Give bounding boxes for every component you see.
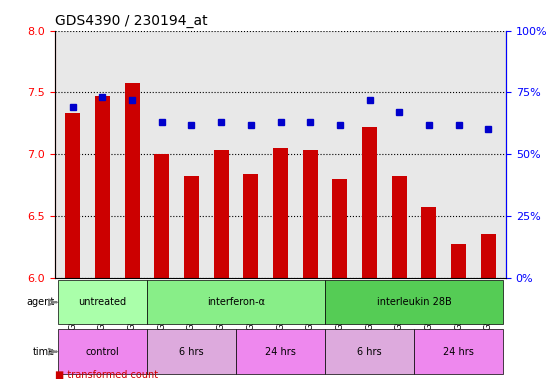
Bar (362, 127, 377, 278)
FancyBboxPatch shape (58, 280, 147, 324)
Bar (392, 176, 406, 278)
FancyBboxPatch shape (147, 280, 325, 324)
Text: 24 hrs: 24 hrs (265, 347, 296, 357)
Text: 24 hrs: 24 hrs (443, 347, 474, 357)
Bar (65, 113, 80, 278)
Text: 6 hrs: 6 hrs (357, 347, 382, 357)
Bar (273, 148, 288, 278)
Text: ■ transformed count: ■ transformed count (55, 370, 158, 380)
Text: GDS4390 / 230194_at: GDS4390 / 230194_at (55, 14, 208, 28)
Bar (481, 234, 496, 278)
Bar (244, 174, 258, 278)
Bar (214, 151, 229, 278)
FancyBboxPatch shape (325, 329, 414, 374)
FancyBboxPatch shape (58, 329, 147, 374)
Text: untreated: untreated (79, 297, 126, 307)
Bar (302, 151, 317, 278)
Bar (421, 207, 436, 278)
Text: agent: agent (27, 297, 55, 307)
Text: time: time (33, 347, 55, 357)
FancyBboxPatch shape (236, 329, 325, 374)
Bar (332, 179, 347, 278)
Bar (155, 154, 169, 278)
FancyBboxPatch shape (147, 329, 236, 374)
Text: 6 hrs: 6 hrs (179, 347, 204, 357)
Text: control: control (86, 347, 119, 357)
Bar (125, 83, 140, 278)
FancyBboxPatch shape (325, 280, 503, 324)
Text: interferon-α: interferon-α (207, 297, 265, 307)
Bar (95, 96, 110, 278)
Bar (451, 244, 466, 278)
Bar (184, 176, 199, 278)
FancyBboxPatch shape (414, 329, 503, 374)
Text: interleukin 28B: interleukin 28B (377, 297, 452, 307)
